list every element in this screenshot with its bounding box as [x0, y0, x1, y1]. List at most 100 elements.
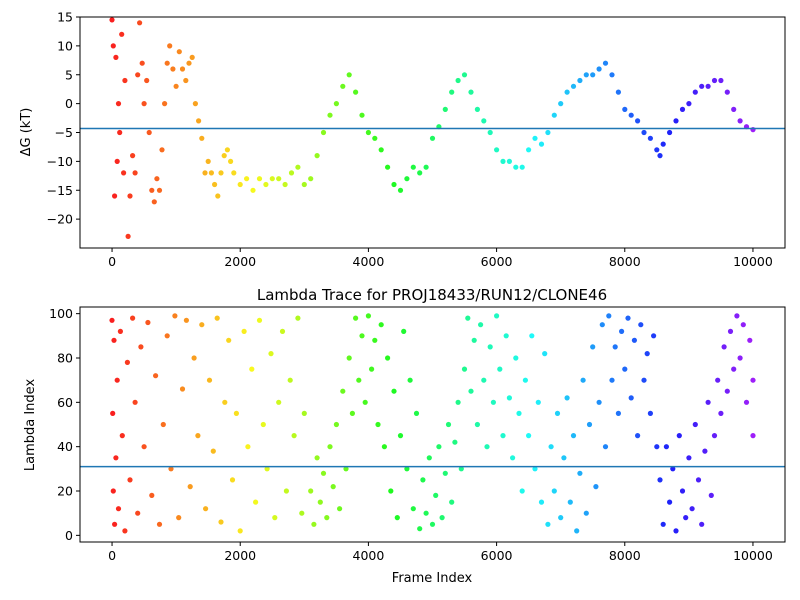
- data-point: [218, 519, 224, 525]
- data-point: [208, 170, 214, 176]
- data-point: [526, 433, 532, 439]
- data-point: [141, 444, 147, 450]
- data-point: [183, 317, 189, 323]
- x-tick-label: 10000: [733, 548, 773, 563]
- data-point: [353, 89, 359, 95]
- data-point: [657, 477, 663, 483]
- y-tick-label: 5: [65, 67, 73, 82]
- data-point: [676, 433, 682, 439]
- data-point: [727, 328, 734, 334]
- data-point: [353, 315, 359, 321]
- data-point: [577, 77, 583, 84]
- data-point: [226, 337, 232, 343]
- data-point: [580, 377, 586, 383]
- x-tick-label: 4000: [353, 254, 385, 269]
- data-point: [320, 470, 327, 476]
- data-point: [628, 395, 634, 401]
- data-point: [295, 315, 301, 321]
- data-point: [570, 433, 577, 439]
- data-point: [333, 421, 339, 428]
- data-point: [237, 528, 243, 534]
- data-point: [362, 399, 368, 405]
- data-point: [526, 147, 532, 153]
- y-tick-label: 0: [65, 96, 73, 111]
- data-point: [506, 158, 512, 164]
- data-point: [609, 377, 615, 383]
- data-point: [337, 506, 343, 512]
- data-point: [186, 60, 192, 66]
- data-point: [333, 101, 339, 107]
- data-point: [503, 333, 509, 339]
- data-point: [619, 328, 625, 334]
- data-point: [369, 366, 375, 372]
- data-point: [500, 158, 506, 164]
- data-point: [635, 433, 641, 439]
- data-point: [168, 466, 174, 472]
- data-point: [445, 421, 452, 428]
- data-point: [506, 395, 512, 401]
- data-point: [410, 506, 416, 512]
- x-tick-label: 6000: [481, 254, 513, 269]
- data-point: [162, 101, 168, 107]
- x-tick-label: 0: [108, 548, 116, 563]
- data-point: [487, 129, 493, 136]
- data-point: [417, 526, 423, 532]
- data-point: [545, 521, 551, 527]
- data-point: [750, 377, 756, 383]
- data-point: [203, 506, 209, 512]
- data-point: [724, 388, 730, 394]
- data-point: [628, 112, 634, 118]
- data-point: [692, 89, 698, 95]
- data-point: [250, 187, 256, 193]
- data-point: [494, 147, 500, 153]
- data-point: [705, 83, 711, 89]
- data-point: [343, 466, 349, 472]
- data-point: [718, 410, 724, 416]
- data-point: [692, 421, 698, 428]
- data-point: [747, 337, 753, 343]
- top-plot-area: [80, 17, 785, 248]
- data-point: [233, 410, 239, 416]
- bottom-plot-title: Lambda Trace for PROJ18433/RUN12/CLONE46: [257, 286, 607, 304]
- data-point: [654, 147, 660, 153]
- data-point: [455, 77, 461, 84]
- data-point: [535, 399, 541, 405]
- data-point: [122, 528, 128, 534]
- y-tick-label: 60: [57, 395, 73, 410]
- data-point: [272, 515, 278, 521]
- data-point: [241, 328, 247, 334]
- data-point: [375, 421, 381, 428]
- data-point: [228, 158, 234, 164]
- y-tick-label: 20: [57, 484, 73, 499]
- data-point: [210, 448, 216, 454]
- data-point: [117, 328, 123, 334]
- data-point: [426, 455, 432, 461]
- data-point: [160, 421, 166, 428]
- data-point: [724, 89, 730, 95]
- data-point: [461, 72, 468, 78]
- data-point: [179, 66, 186, 72]
- data-point: [458, 466, 464, 472]
- data-point: [260, 421, 266, 428]
- data-point: [110, 488, 116, 494]
- data-point: [249, 366, 255, 372]
- data-point: [164, 60, 170, 66]
- data-point: [349, 410, 355, 416]
- data-point: [196, 118, 202, 124]
- data-point: [264, 466, 270, 472]
- data-point: [189, 54, 195, 61]
- data-point: [622, 106, 628, 112]
- data-point: [378, 322, 384, 328]
- data-point: [269, 176, 275, 182]
- data-point: [130, 153, 136, 159]
- data-point: [156, 521, 163, 527]
- data-point: [567, 499, 573, 505]
- data-point: [449, 89, 455, 95]
- data-point: [657, 153, 663, 159]
- data-point: [737, 118, 743, 124]
- data-point: [596, 399, 602, 405]
- data-point: [532, 135, 538, 141]
- data-point: [187, 484, 193, 490]
- data-point: [346, 72, 352, 78]
- data-point: [670, 466, 676, 472]
